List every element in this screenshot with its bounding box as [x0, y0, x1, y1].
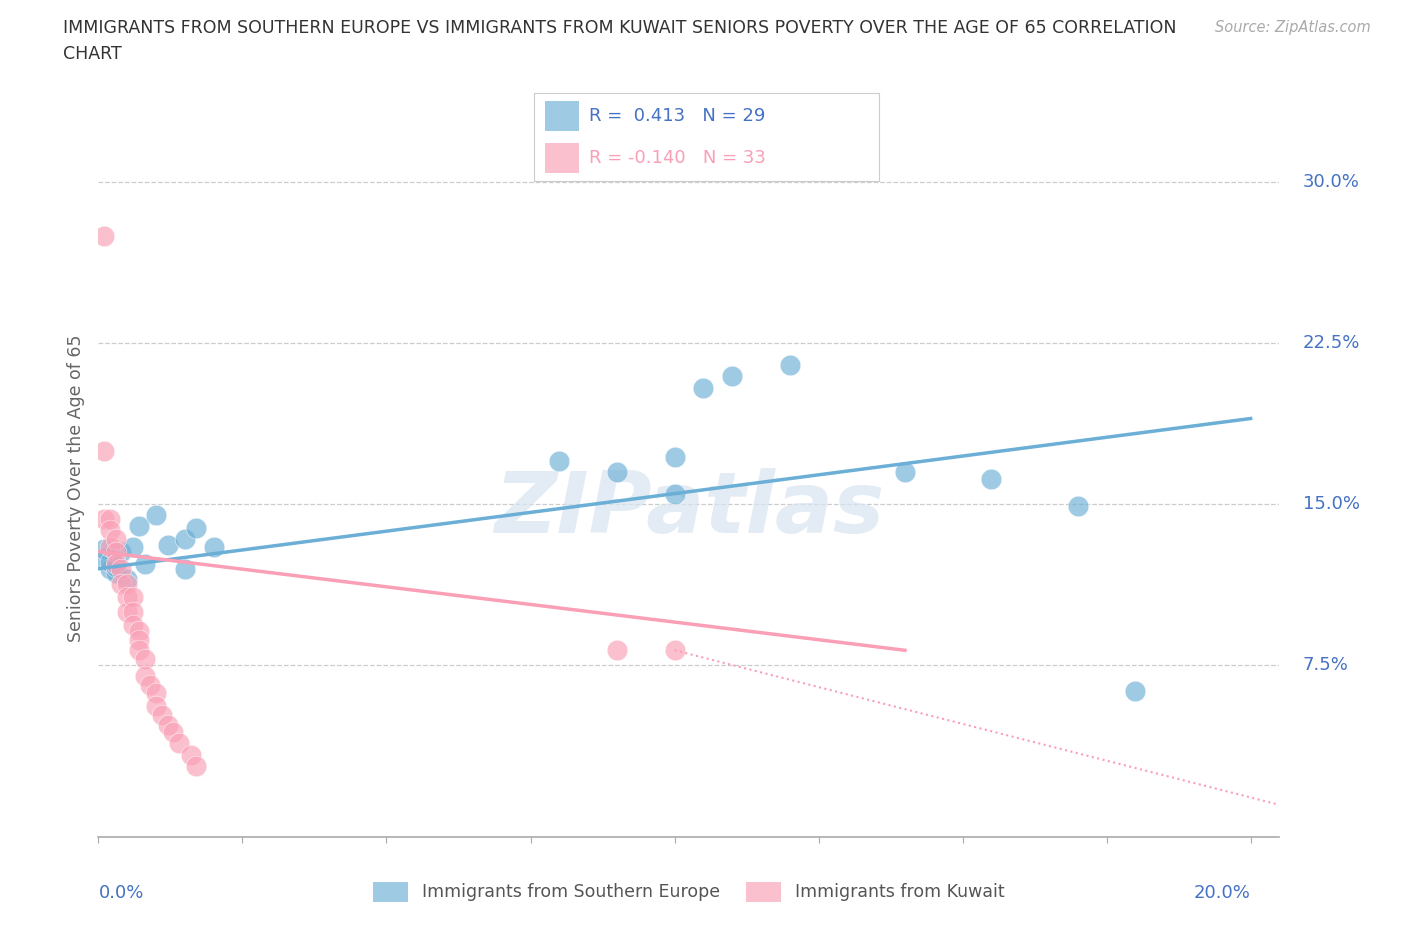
Y-axis label: Seniors Poverty Over the Age of 65: Seniors Poverty Over the Age of 65	[66, 335, 84, 642]
Point	[104, 557, 127, 572]
Point	[664, 643, 686, 658]
Point	[98, 539, 121, 554]
Point	[98, 555, 121, 570]
Point	[664, 486, 686, 501]
Text: ZIPatlas: ZIPatlas	[494, 468, 884, 551]
Point	[156, 718, 179, 733]
Point	[980, 472, 1002, 486]
Point	[186, 759, 208, 774]
Point	[98, 562, 121, 577]
Point	[115, 590, 138, 604]
Point	[104, 544, 127, 559]
Point	[1067, 499, 1090, 514]
Point	[162, 724, 184, 739]
Text: 30.0%: 30.0%	[1302, 173, 1360, 192]
Point	[692, 381, 714, 396]
Point	[1125, 684, 1147, 698]
Point	[134, 557, 156, 572]
Bar	[544, 101, 579, 131]
Point	[779, 357, 801, 372]
Point	[139, 677, 162, 692]
Point	[150, 707, 173, 722]
Point	[186, 521, 208, 536]
Text: R = -0.140   N = 33: R = -0.140 N = 33	[589, 149, 766, 167]
Point	[548, 454, 571, 469]
Point	[134, 651, 156, 666]
Point	[134, 669, 156, 684]
Point	[145, 698, 167, 713]
Text: 15.0%: 15.0%	[1302, 496, 1360, 513]
Text: 0.0%: 0.0%	[98, 884, 143, 902]
Point	[93, 444, 115, 458]
Point	[664, 450, 686, 465]
Point	[145, 685, 167, 700]
Point	[122, 604, 145, 619]
Point	[110, 544, 132, 559]
Point	[122, 590, 145, 604]
Text: Source: ZipAtlas.com: Source: ZipAtlas.com	[1215, 20, 1371, 35]
Point	[145, 508, 167, 523]
Point	[122, 618, 145, 632]
Point	[122, 539, 145, 554]
Point	[167, 735, 190, 750]
Point	[128, 623, 150, 638]
Point	[606, 465, 628, 480]
Point	[173, 562, 195, 577]
Text: 22.5%: 22.5%	[1302, 335, 1360, 352]
Point	[180, 748, 202, 763]
Point	[93, 229, 115, 244]
Point	[93, 512, 115, 526]
Text: 20.0%: 20.0%	[1194, 884, 1251, 902]
Point	[894, 465, 917, 480]
Point	[93, 551, 115, 565]
Point	[104, 565, 127, 580]
Text: 7.5%: 7.5%	[1302, 657, 1348, 674]
Point	[202, 539, 225, 554]
Point	[110, 562, 132, 577]
Text: CHART: CHART	[63, 45, 122, 62]
Point	[173, 531, 195, 546]
Point	[104, 531, 127, 546]
Point	[115, 577, 138, 591]
Bar	[544, 143, 579, 173]
Point	[128, 632, 150, 647]
Point	[110, 577, 132, 591]
Point	[115, 604, 138, 619]
Point	[606, 643, 628, 658]
Point	[128, 518, 150, 533]
Text: IMMIGRANTS FROM SOUTHERN EUROPE VS IMMIGRANTS FROM KUWAIT SENIORS POVERTY OVER T: IMMIGRANTS FROM SOUTHERN EUROPE VS IMMIG…	[63, 19, 1177, 36]
Point	[128, 643, 150, 658]
Point	[721, 368, 744, 383]
Point	[98, 523, 121, 538]
Point	[156, 538, 179, 552]
Point	[98, 512, 121, 526]
Legend: Immigrants from Southern Europe, Immigrants from Kuwait: Immigrants from Southern Europe, Immigra…	[367, 874, 1011, 909]
Point	[93, 542, 115, 557]
Point	[115, 572, 138, 587]
Text: R =  0.413   N = 29: R = 0.413 N = 29	[589, 107, 766, 125]
Point	[104, 559, 127, 574]
